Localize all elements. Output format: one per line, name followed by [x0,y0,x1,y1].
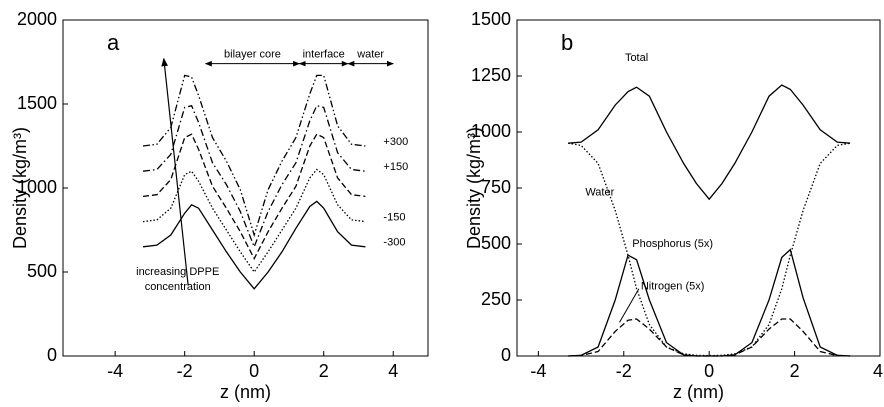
region-label: bilayer core [224,49,281,61]
plot-frame [62,19,429,357]
y-tick-label: 1250 [471,65,511,85]
y-tick-label: 0 [47,345,57,365]
panel-label: a [107,30,120,55]
region-label: water [356,49,384,61]
x-tick-label: -4 [530,361,546,381]
data-line [568,142,851,357]
x-tick-label: 4 [388,361,398,381]
x-tick-label: -2 [616,361,632,381]
y-tick-label: 500 [481,233,511,253]
y-tick-label: 2000 [17,9,57,29]
curve-label: +300 [383,136,408,148]
data-line [568,318,851,357]
data-line [142,74,366,238]
x-tick-label: 0 [249,361,259,381]
y-tick-label: 1000 [17,177,57,197]
x-axis-title: z (nm) [220,382,271,402]
y-tick-label: 500 [27,261,57,281]
y-tick-label: 1500 [471,9,511,29]
curve-label: -300 [383,237,405,249]
y-axis-title: Density (kg/m³) [10,127,30,249]
x-tick-label: 4 [873,361,883,381]
region-label: interface [303,49,345,61]
y-tick-label: 0 [501,345,511,365]
trend-arrow [161,57,189,286]
y-tick-label: 250 [481,289,511,309]
curve-label: +150 [383,161,408,173]
y-axis-title: Density (kg/m³) [464,127,484,249]
y-tick-label: 1500 [17,93,57,113]
plot-frame [516,19,881,357]
y-tick-label: 750 [481,177,511,197]
data-line [142,168,366,274]
data-line [142,200,366,290]
annotation: concentration [145,281,211,293]
label-pointer [619,288,640,323]
x-tick-label: 2 [790,361,800,381]
data-line [142,104,366,249]
annotation: increasing DPPE [136,266,219,278]
x-tick-label: -4 [107,361,123,381]
curve-label: Phosphorus (5x) [632,238,713,250]
x-tick-label: -2 [177,361,193,381]
curve-label: -150 [383,212,405,224]
data-line [142,133,366,261]
x-axis-title: z (nm) [673,382,724,402]
x-tick-label: 2 [319,361,329,381]
y-tick-label: 1000 [471,121,511,141]
curve-label: Nitrogen (5x) [641,280,705,292]
data-line [568,84,851,201]
curve-label: Total [625,52,648,64]
x-tick-label: 0 [704,361,714,381]
curve-label: Water [585,186,614,198]
panel-label: b [561,30,573,55]
data-line [568,248,851,357]
